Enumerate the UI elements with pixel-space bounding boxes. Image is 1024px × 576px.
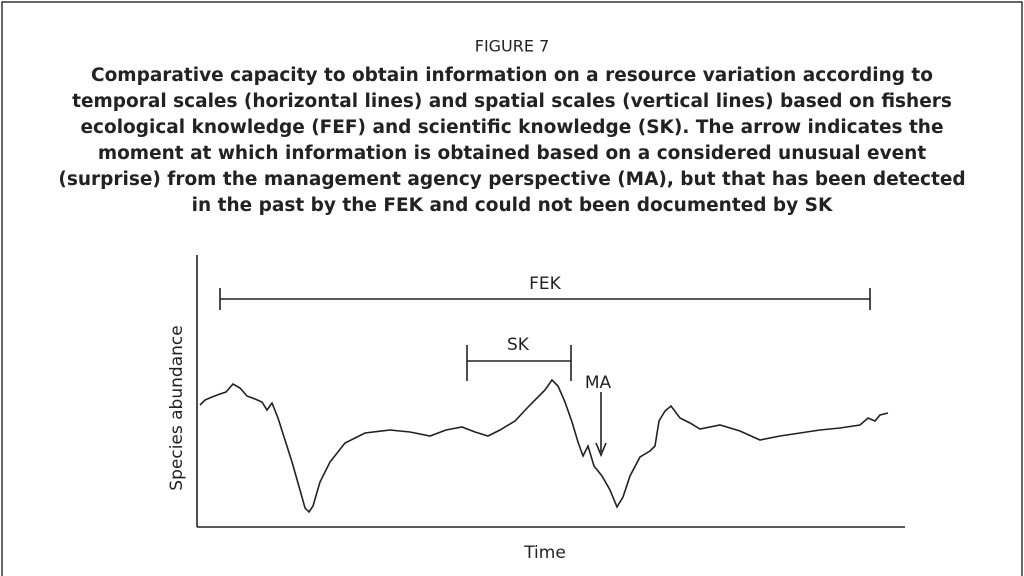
caption-line: Comparative capacity to obtain informati…: [91, 65, 933, 86]
abundance-curve: [199, 378, 889, 514]
caption-line: moment at which information is obtained …: [98, 143, 927, 164]
caption-line: in the past by the FEK and could not bee…: [192, 195, 833, 216]
ma-label: MA: [585, 373, 612, 393]
sk-label: SK: [507, 335, 530, 355]
fek-label: FEK: [529, 274, 562, 294]
caption-line: temporal scales (horizontal lines) and s…: [72, 91, 952, 112]
diagram: Species abundance Time FEK SK MA: [167, 255, 905, 563]
caption-line: ecological knowledge (FEF) and scientifi…: [80, 117, 943, 138]
ma-arrow: [595, 392, 607, 458]
caption-line: (surprise) from the management agency pe…: [58, 169, 965, 190]
fek-bar: [219, 288, 871, 310]
caption: Comparative capacity to obtain informati…: [58, 65, 965, 216]
x-axis-label: Time: [523, 543, 566, 563]
figure-label: FIGURE 7: [475, 37, 550, 56]
y-axis-label: Species abundance: [167, 325, 187, 490]
sk-bar: [466, 345, 572, 381]
